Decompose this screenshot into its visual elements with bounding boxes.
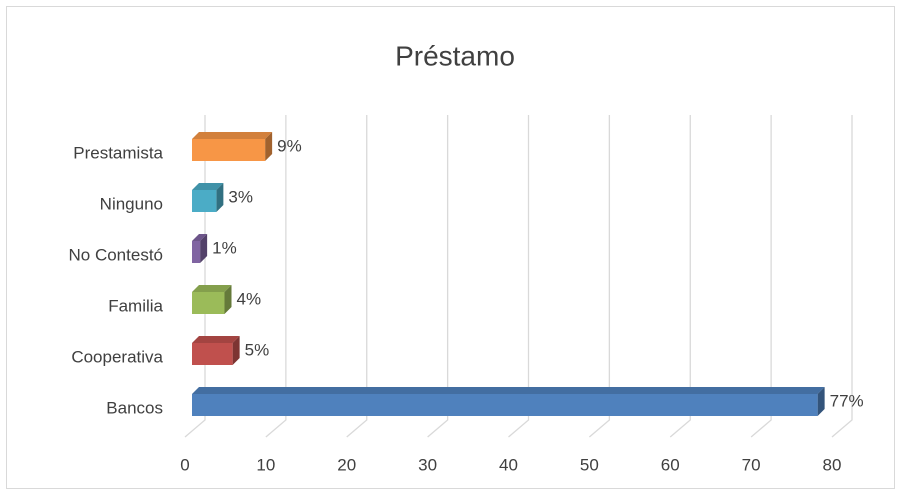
grid-line xyxy=(831,115,853,438)
y-tick-label: Bancos xyxy=(106,398,163,417)
bar-top xyxy=(192,387,825,394)
value-label: 3% xyxy=(228,187,253,206)
y-tick-label: Ninguno xyxy=(100,194,163,213)
chart-title: Préstamo xyxy=(395,40,515,71)
y-tick-label: Cooperativa xyxy=(71,347,163,366)
bar-side xyxy=(817,387,825,416)
bar xyxy=(192,190,217,212)
grid-line xyxy=(184,115,206,438)
bar xyxy=(192,292,225,314)
grid-line xyxy=(346,115,368,438)
bar-side xyxy=(224,285,232,314)
grid-line xyxy=(588,115,611,438)
value-label: 77% xyxy=(830,391,864,410)
value-label: 5% xyxy=(245,340,270,359)
bar-side xyxy=(216,183,224,212)
x-tick-label: 60 xyxy=(661,455,680,474)
bar-top xyxy=(192,183,224,190)
bar-top xyxy=(192,336,240,343)
bar-top xyxy=(192,234,208,241)
grid-line xyxy=(427,115,449,438)
grid-line xyxy=(669,115,691,438)
bar-side xyxy=(200,234,208,263)
value-label: 1% xyxy=(212,238,237,257)
value-label: 9% xyxy=(277,136,302,155)
bar xyxy=(192,394,818,416)
bar-top xyxy=(192,285,232,292)
bar-side xyxy=(265,132,273,161)
x-tick-label: 40 xyxy=(499,455,518,474)
bar-top xyxy=(192,132,273,139)
bar xyxy=(192,139,266,161)
y-tick-label: Prestamista xyxy=(73,143,163,162)
y-tick-label: Familia xyxy=(108,296,163,315)
x-tick-label: 30 xyxy=(418,455,437,474)
x-tick-label: 0 xyxy=(180,455,189,474)
x-tick-label: 50 xyxy=(580,455,599,474)
y-tick-label: No Contestó xyxy=(69,245,164,264)
x-tick-label: 10 xyxy=(256,455,275,474)
bar xyxy=(192,241,201,263)
value-label: 4% xyxy=(237,289,262,308)
bar-side xyxy=(232,336,240,365)
grid-line xyxy=(265,115,287,438)
x-tick-label: 20 xyxy=(337,455,356,474)
bar xyxy=(192,343,233,365)
grid-line xyxy=(508,115,530,438)
x-tick-label: 70 xyxy=(742,455,761,474)
x-tick-label: 80 xyxy=(823,455,842,474)
grid-line xyxy=(750,115,772,438)
